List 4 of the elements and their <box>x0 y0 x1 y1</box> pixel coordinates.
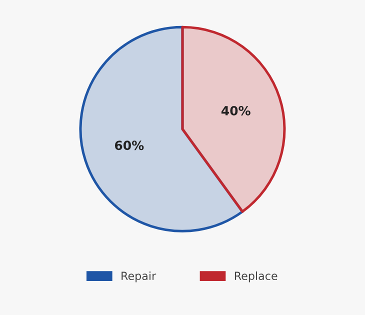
data-label: 40% <box>221 106 250 116</box>
legend-label: Replace <box>234 271 278 282</box>
data-label: 60% <box>114 140 144 150</box>
legend-label: Repair <box>122 271 156 282</box>
